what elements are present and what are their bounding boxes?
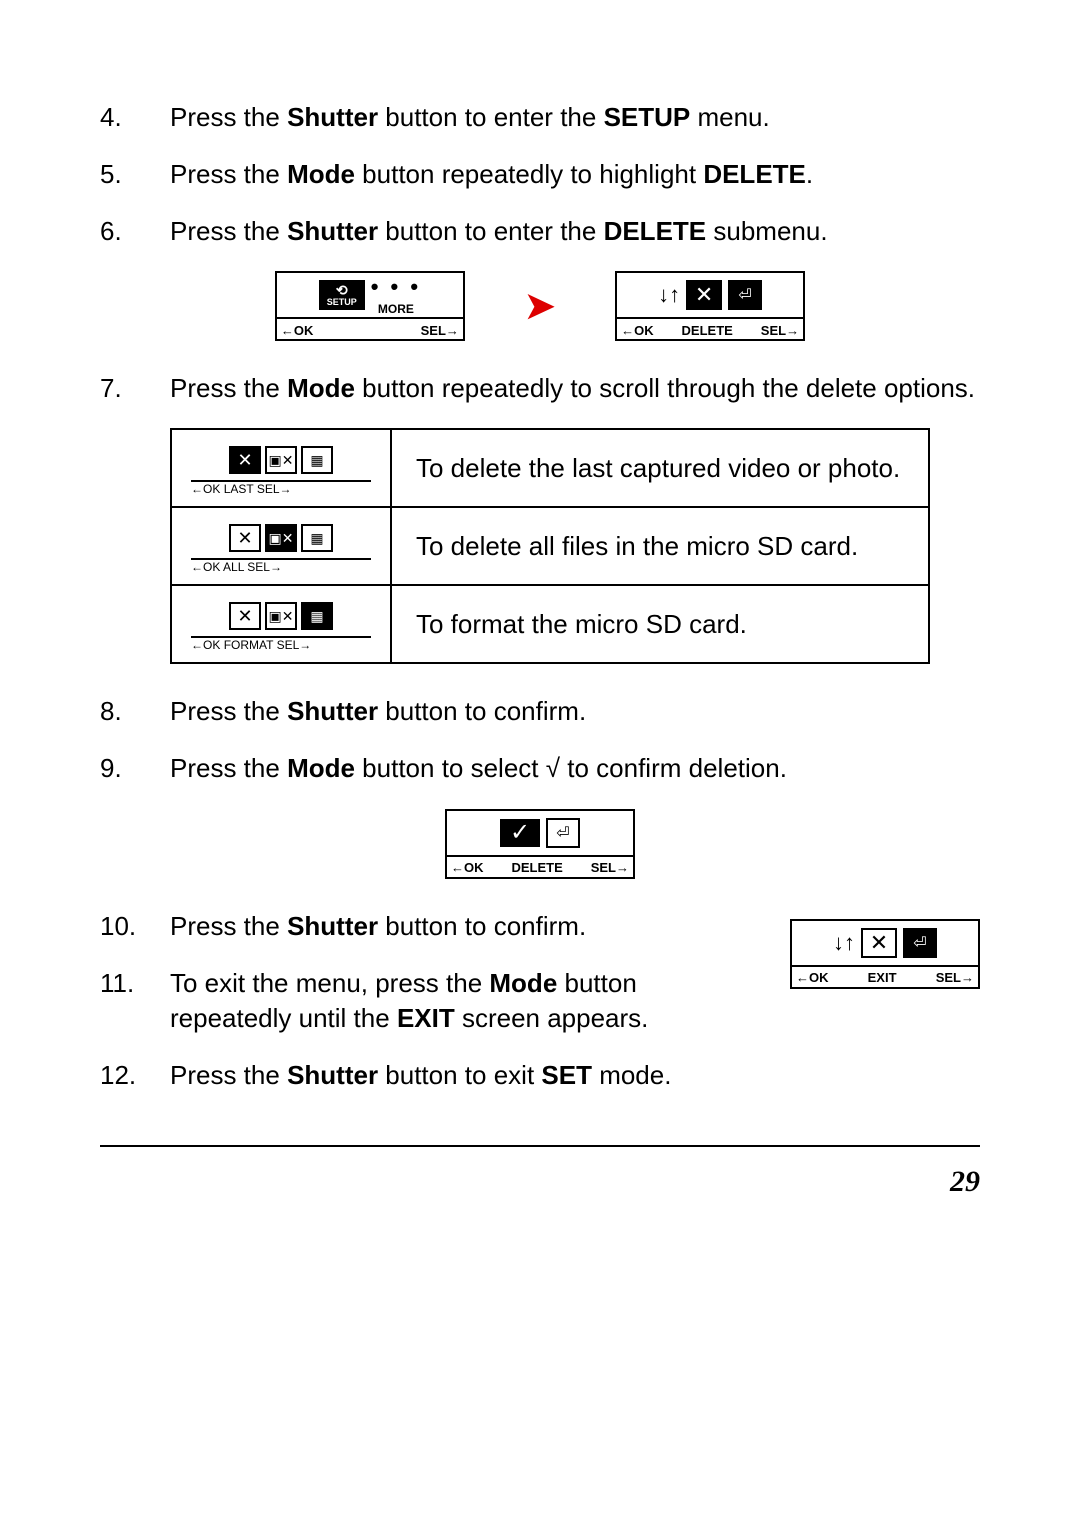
option-last-desc: To delete the last captured video or pho… bbox=[391, 429, 929, 507]
step-number: 5. bbox=[100, 157, 170, 192]
step-text: Press the Shutter button to confirm. bbox=[170, 909, 770, 944]
lcd-exit: ↓↑ ✕ ⏎ ←OK EXIT SEL→ bbox=[790, 919, 980, 989]
setup-icon: SETUP bbox=[319, 280, 365, 310]
instruction-list: 8. Press the Shutter button to confirm. … bbox=[100, 694, 980, 786]
option-all-icon-cell: ✕ ▣✕ ▦ ←OK ALL SEL→ bbox=[171, 507, 391, 585]
updown-arrows-icon: ↓↑ bbox=[658, 282, 680, 308]
step-number: 12. bbox=[100, 1058, 170, 1093]
instruction-list: 7. Press the Mode button repeatedly to s… bbox=[100, 371, 980, 406]
option-format-desc: To format the micro SD card. bbox=[391, 585, 929, 663]
step-text: Press the Mode button repeatedly to high… bbox=[170, 157, 980, 192]
step-4: 4. Press the Shutter button to enter the… bbox=[100, 100, 980, 135]
step-text: Press the Mode button to select √ to con… bbox=[170, 751, 980, 786]
option-all-desc: To delete all files in the micro SD card… bbox=[391, 507, 929, 585]
check-icon: ✓ bbox=[500, 819, 540, 847]
sel-label: SEL→ bbox=[761, 323, 799, 338]
camera-icon: ▣✕ bbox=[265, 524, 297, 552]
exit-icon: ⏎ bbox=[546, 818, 580, 848]
sel-label: SEL→ bbox=[421, 323, 459, 338]
sd-card-icon: ▦ bbox=[301, 524, 333, 552]
delete-doc-icon: ✕ bbox=[686, 280, 722, 310]
updown-arrows-icon: ↓↑ bbox=[833, 930, 855, 956]
page-number: 29 bbox=[100, 1145, 980, 1199]
ok-label: ←OK bbox=[621, 323, 654, 338]
delete-doc-icon: ✕ bbox=[229, 602, 261, 630]
step-11: 11. To exit the menu, press the Mode but… bbox=[100, 966, 770, 1036]
step-7: 7. Press the Mode button repeatedly to s… bbox=[100, 371, 980, 406]
exit-icon: ⏎ bbox=[728, 280, 762, 310]
page: 4. Press the Shutter button to enter the… bbox=[0, 0, 1080, 1239]
lcd-delete-menu: ↓↑ ✕ ⏎ ←OK DELETE SEL→ bbox=[615, 271, 805, 341]
step-text: Press the Shutter button to confirm. bbox=[170, 694, 980, 729]
sd-card-icon: ▦ bbox=[301, 602, 333, 630]
exit-icon: ⏎ bbox=[903, 928, 937, 958]
step-5: 5. Press the Mode button repeatedly to h… bbox=[100, 157, 980, 192]
ok-label: ←OK bbox=[281, 323, 314, 338]
camera-icon: ▣✕ bbox=[265, 446, 297, 474]
delete-doc-icon: ✕ bbox=[229, 524, 261, 552]
option-last-icon-cell: ✕ ▣✕ ▦ ←OK LAST SEL→ bbox=[171, 429, 391, 507]
sd-card-icon: ▦ bbox=[301, 446, 333, 474]
lcd-confirm-delete: ✓ ⏎ ←OK DELETE SEL→ bbox=[445, 809, 635, 879]
table-row: ✕ ▣✕ ▦ ←OK FORMAT SEL→ To format the mic… bbox=[171, 585, 929, 663]
lcd-confirm-row: ✓ ⏎ ←OK DELETE SEL→ bbox=[100, 809, 980, 879]
step-text: Press the Shutter button to exit SET mod… bbox=[170, 1058, 980, 1093]
step-number: 8. bbox=[100, 694, 170, 729]
option-format-icon-cell: ✕ ▣✕ ▦ ←OK FORMAT SEL→ bbox=[171, 585, 391, 663]
step-text: To exit the menu, press the Mode button … bbox=[170, 966, 730, 1036]
step-text: Press the Mode button repeatedly to scro… bbox=[170, 371, 980, 406]
camera-icon: ▣✕ bbox=[265, 602, 297, 630]
step-number: 7. bbox=[100, 371, 170, 406]
step-12: 12. Press the Shutter button to exit SET… bbox=[100, 1058, 980, 1093]
step-6: 6. Press the Shutter button to enter the… bbox=[100, 214, 980, 249]
step-number: 9. bbox=[100, 751, 170, 786]
step-10: 10. Press the Shutter button to confirm. bbox=[100, 909, 770, 944]
step-9: 9. Press the Mode button to select √ to … bbox=[100, 751, 980, 786]
table-row: ✕ ▣✕ ▦ ←OK LAST SEL→ To delete the last … bbox=[171, 429, 929, 507]
center-label: DELETE bbox=[654, 323, 761, 338]
delete-doc-icon: ✕ bbox=[229, 446, 261, 474]
more-label: MORE bbox=[378, 302, 414, 316]
step-number: 4. bbox=[100, 100, 170, 135]
step-number: 11. bbox=[100, 966, 170, 1036]
lcd-setup-more: SETUP • • • MORE ←OK SEL→ bbox=[275, 271, 465, 341]
step-number: 6. bbox=[100, 214, 170, 249]
delete-doc-icon: ✕ bbox=[861, 928, 897, 958]
step-8: 8. Press the Shutter button to confirm. bbox=[100, 694, 980, 729]
arrow-right-icon: ➤ bbox=[525, 285, 555, 327]
step-text: Press the Shutter button to enter the SE… bbox=[170, 100, 980, 135]
step-text: Press the Shutter button to enter the DE… bbox=[170, 214, 980, 249]
lcd-transition-row: SETUP • • • MORE ←OK SEL→ ➤ ↓↑ ✕ ⏎ ←OK D… bbox=[100, 271, 980, 341]
table-row: ✕ ▣✕ ▦ ←OK ALL SEL→ To delete all files … bbox=[171, 507, 929, 585]
step-number: 10. bbox=[100, 909, 170, 944]
instruction-list: 4. Press the Shutter button to enter the… bbox=[100, 100, 980, 249]
delete-options-table: ✕ ▣✕ ▦ ←OK LAST SEL→ To delete the last … bbox=[170, 428, 930, 664]
dots-icon: • • • bbox=[371, 274, 421, 300]
